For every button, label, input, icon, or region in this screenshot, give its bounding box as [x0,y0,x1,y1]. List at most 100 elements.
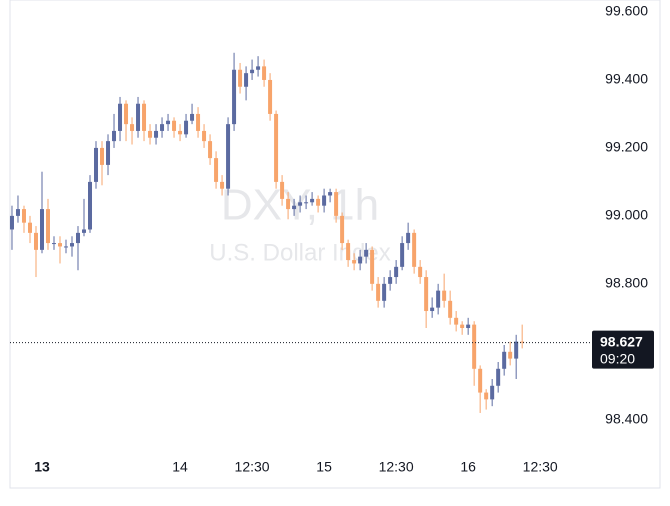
x-tick-label: 12:30 [235,459,270,475]
candle-body [88,181,93,230]
candle-body [118,103,123,131]
candle-body [286,198,291,210]
x-tick-label: 15 [316,459,332,475]
candle-body [238,69,243,87]
candle-body [454,317,459,325]
candle-body [33,232,38,250]
candle-body [226,124,231,189]
candle-body [322,195,327,206]
y-tick-label: 99.200 [605,139,648,155]
candle-body [334,192,339,216]
candle-body [394,266,399,278]
candle-body [262,66,267,80]
candle-body [21,209,26,223]
x-tick-label: 12:30 [379,459,414,475]
candle-body [70,243,75,247]
candle-body [178,130,183,135]
x-tick-label: 13 [34,459,50,475]
y-tick-label: 98.400 [605,410,648,426]
candle-body [76,232,81,244]
candle-body [208,141,213,159]
y-tick-label: 98.800 [605,275,648,291]
watermark-subtitle: U.S. Dollar Index [209,239,390,266]
last-time-label: 09:20 [600,350,635,366]
candle-body [274,113,279,182]
candle-body [400,243,405,267]
candle-body [51,243,56,245]
last-price-label: 98.627 [600,333,643,349]
chart-frame [9,0,661,489]
candle-body [214,158,219,182]
candle-body [142,103,147,131]
candle-body [280,181,285,199]
candle-body [358,256,363,264]
candle-body [196,113,201,131]
candle-body [9,215,14,230]
candle-body [124,103,129,125]
candle-body [148,130,153,138]
candle-body [340,215,345,244]
candle-body [352,260,357,264]
candle-body [370,249,375,284]
candle-body [460,324,465,329]
candle-body [136,103,141,131]
candle-body [388,277,393,284]
candle-body [310,198,315,203]
candle-body [220,181,225,189]
candle-body [376,283,381,301]
candle-body [328,192,333,196]
candle-body [442,290,447,301]
y-tick-label: 99.600 [605,3,648,19]
candle-body [39,209,44,250]
x-tick-label: 14 [172,459,188,475]
candle-body [484,392,489,400]
candle-body [346,243,351,261]
candle-body [496,368,501,386]
candle-body [27,222,32,233]
candle-body [514,341,519,359]
last-price-box [592,330,654,369]
candle-body [406,232,411,244]
candle-body [490,385,495,400]
candle-body [448,300,453,318]
candle-body [502,351,507,369]
candle-body [202,130,207,142]
candle-body [244,73,249,87]
candle-body [64,246,69,248]
candle-body [364,249,369,257]
candle-body [424,277,429,312]
candle-body [112,130,117,142]
candle-body [100,147,105,165]
y-tick-label: 99.000 [605,207,648,223]
candle-body [298,202,303,206]
candle-body [436,290,441,308]
candle-body [160,124,165,131]
candle-body [466,324,471,329]
candle-body [82,229,87,233]
candle-body [520,341,525,343]
candle-body [430,307,435,312]
candle-body [268,79,273,114]
x-tick-label: 12:30 [523,459,558,475]
x-tick-label: 16 [460,459,476,475]
candle-body [15,209,20,216]
y-tick-label: 99.400 [605,71,648,87]
candle-body [412,232,417,267]
candle-body [57,243,62,247]
candle-body [190,113,195,121]
candle-body [316,198,321,206]
candle-body [172,120,177,131]
candle-body [130,124,135,131]
candle-body [256,66,261,70]
candle-body [45,209,50,244]
candle-body [472,324,477,369]
candle-body [232,69,237,125]
candle-body [508,351,513,359]
candle-body [106,141,111,165]
candle-body [250,69,255,74]
candle-body [292,205,297,210]
candle-body [304,202,309,204]
candle-body [94,147,99,182]
candle-body [418,266,423,278]
